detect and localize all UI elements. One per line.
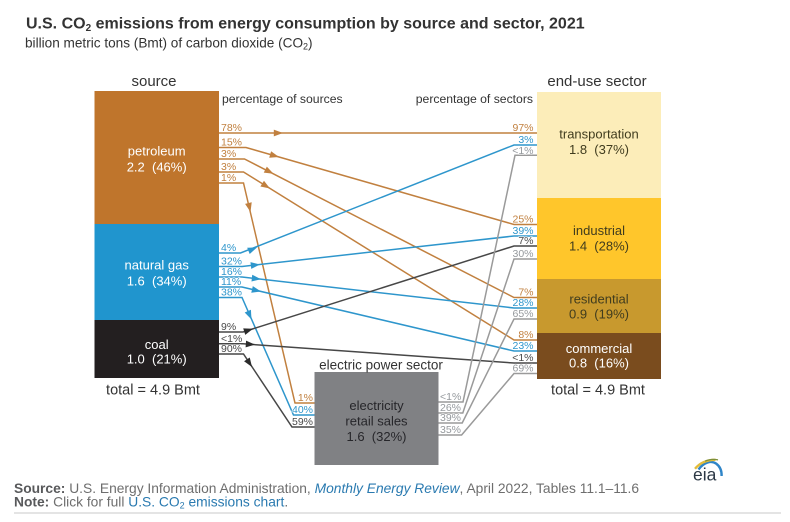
svg-text:26%: 26% [440,402,461,414]
svg-text:23%: 23% [512,340,533,352]
svg-text:69%: 69% [512,363,533,375]
svg-text:coal: coal [145,337,169,352]
svg-text:U.S. CO2 emissions from energy: U.S. CO2 emissions from energy consumpti… [26,16,585,35]
svg-text:retail sales: retail sales [345,414,408,429]
svg-text:1%: 1% [298,392,313,404]
svg-text:90%: 90% [221,343,242,355]
svg-text:30%: 30% [512,248,533,260]
svg-text:28%: 28% [512,297,533,309]
svg-text:4%: 4% [221,242,236,254]
svg-text:<1%: <1% [512,145,533,157]
svg-text:Note: Click for full U.S. CO2: Note: Click for full U.S. CO2 emissions … [14,495,288,511]
svg-text:32%: 32% [221,256,242,268]
svg-text:<1%: <1% [221,333,242,345]
svg-text:38%: 38% [221,287,242,299]
svg-text:1.6 (34%): 1.6 (34%) [127,274,187,289]
svg-text:78%: 78% [221,122,242,134]
svg-text:3%: 3% [221,148,236,160]
svg-text:16%: 16% [221,266,242,278]
svg-text:billion metric tons (Bmt) of c: billion metric tons (Bmt) of carbon diox… [25,36,313,52]
svg-text:9%: 9% [221,321,236,333]
svg-text:7%: 7% [518,287,533,299]
svg-text:39%: 39% [512,225,533,237]
svg-text:1.4 (28%): 1.4 (28%) [569,239,629,254]
svg-text:petroleum: petroleum [128,144,186,159]
svg-text:3%: 3% [221,161,236,173]
svg-text:8%: 8% [518,329,533,341]
svg-text:25%: 25% [512,214,533,226]
svg-text:<1%: <1% [512,352,533,364]
svg-text:3%: 3% [518,134,533,146]
svg-text:electricity: electricity [349,398,404,413]
svg-text:2.2 (46%): 2.2 (46%) [127,160,187,175]
svg-text:1.8 (37%): 1.8 (37%) [569,142,629,157]
svg-text:97%: 97% [512,122,533,134]
svg-text:residential: residential [569,292,628,307]
svg-text:source: source [131,73,176,90]
svg-text:total = 4.9 Bmt: total = 4.9 Bmt [106,383,200,399]
svg-text:40%: 40% [292,404,313,416]
svg-text:35%: 35% [440,424,461,436]
svg-text:1%: 1% [221,172,236,184]
svg-text:<1%: <1% [440,391,461,403]
svg-text:1.0 (21%): 1.0 (21%) [127,352,187,367]
svg-text:59%: 59% [292,416,313,428]
svg-text:percentage of sectors: percentage of sectors [416,92,533,106]
svg-text:electric power sector: electric power sector [319,358,443,373]
svg-text:Source: U.S. Energy Informatio: Source: U.S. Energy Information Administ… [14,481,639,496]
svg-text:0.8 (16%): 0.8 (16%) [569,356,629,371]
svg-text:total = 4.9 Bmt: total = 4.9 Bmt [551,383,645,399]
svg-text:15%: 15% [221,137,242,149]
svg-text:natural gas: natural gas [125,258,190,273]
svg-text:commercial: commercial [566,341,633,356]
svg-text:percentage of sources: percentage of sources [222,92,343,106]
svg-text:end-use sector: end-use sector [547,73,646,90]
svg-text:7%: 7% [518,235,533,247]
svg-text:39%: 39% [440,412,461,424]
svg-text:1.6 (32%): 1.6 (32%) [347,429,407,444]
svg-text:11%: 11% [221,276,241,288]
svg-text:transportation: transportation [559,127,639,142]
svg-text:65%: 65% [512,308,533,320]
svg-text:industrial: industrial [573,223,625,238]
svg-text:0.9 (19%): 0.9 (19%) [569,307,629,322]
